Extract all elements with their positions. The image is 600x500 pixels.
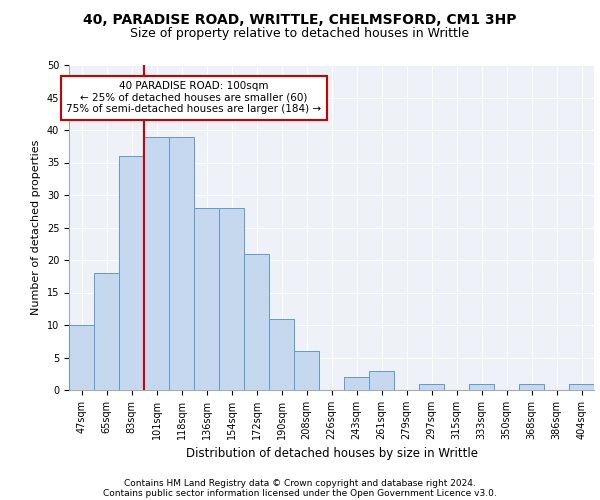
Bar — [294, 351, 319, 390]
Bar — [194, 208, 219, 390]
Text: Size of property relative to detached houses in Writtle: Size of property relative to detached ho… — [130, 28, 470, 40]
Bar — [269, 318, 294, 390]
Text: 40, PARADISE ROAD, WRITTLE, CHELMSFORD, CM1 3HP: 40, PARADISE ROAD, WRITTLE, CHELMSFORD, … — [83, 12, 517, 26]
Bar — [244, 254, 269, 390]
Bar — [94, 273, 119, 390]
Text: Contains public sector information licensed under the Open Government Licence v3: Contains public sector information licen… — [103, 488, 497, 498]
Bar — [169, 136, 194, 390]
Bar — [144, 136, 169, 390]
Bar — [219, 208, 244, 390]
Bar — [119, 156, 144, 390]
Bar — [369, 370, 394, 390]
Bar — [569, 384, 594, 390]
Bar — [344, 377, 369, 390]
X-axis label: Distribution of detached houses by size in Writtle: Distribution of detached houses by size … — [185, 448, 478, 460]
Bar — [419, 384, 444, 390]
Text: 40 PARADISE ROAD: 100sqm
← 25% of detached houses are smaller (60)
75% of semi-d: 40 PARADISE ROAD: 100sqm ← 25% of detach… — [67, 81, 322, 114]
Text: Contains HM Land Registry data © Crown copyright and database right 2024.: Contains HM Land Registry data © Crown c… — [124, 478, 476, 488]
Bar — [469, 384, 494, 390]
Y-axis label: Number of detached properties: Number of detached properties — [31, 140, 41, 315]
Bar — [519, 384, 544, 390]
Bar — [69, 325, 94, 390]
